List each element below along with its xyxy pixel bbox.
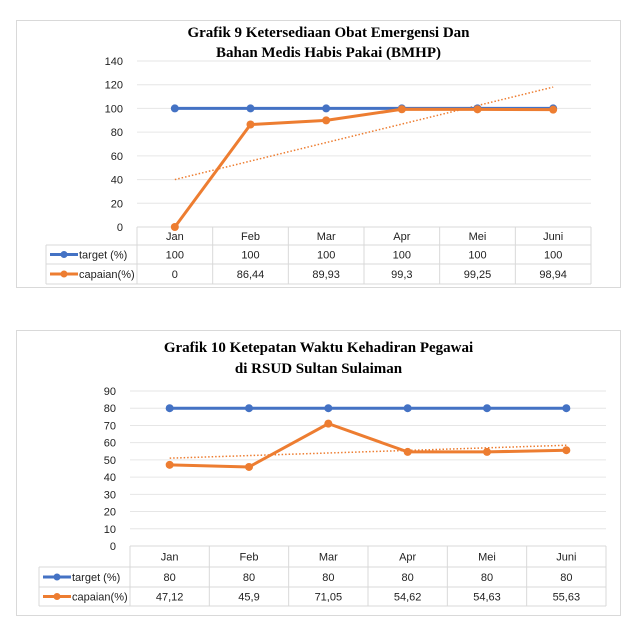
data-cell: 100 xyxy=(393,250,411,262)
y-tick-label: 10 xyxy=(104,524,116,536)
data-cell: 80 xyxy=(164,572,176,584)
y-tick-label: 100 xyxy=(105,103,123,115)
legend-label: target (%) xyxy=(72,572,120,584)
data-point xyxy=(403,447,412,456)
data-point xyxy=(165,404,174,413)
category-label: Jan xyxy=(161,552,179,564)
data-cell: 0 xyxy=(172,269,178,281)
y-tick-label: 80 xyxy=(104,403,116,415)
y-tick-label: 0 xyxy=(110,541,116,553)
trendline xyxy=(174,86,554,181)
chart-title-line: Bahan Medis Habis Pakai (BMHP) xyxy=(216,45,441,61)
legend-marker-1 xyxy=(53,593,61,600)
series-line-1 xyxy=(169,421,567,469)
data-point xyxy=(322,116,331,125)
y-tick-label: 140 xyxy=(105,56,123,68)
chart-grafik-9: Grafik 9 Ketersediaan Obat Emergensi Dan… xyxy=(16,20,621,288)
data-point xyxy=(324,404,333,413)
y-tick-label: 90 xyxy=(104,386,116,398)
category-label: Mar xyxy=(317,231,336,243)
chart-svg: Grafik 9 Ketersediaan Obat Emergensi Dan… xyxy=(45,25,592,285)
data-cell: 98,94 xyxy=(539,269,567,281)
data-cell: 47,12 xyxy=(156,592,184,604)
data-cell: 80 xyxy=(322,572,334,584)
legend-label: capaian(%) xyxy=(72,592,128,604)
data-point xyxy=(165,460,174,469)
data-point xyxy=(322,104,331,113)
data-cell: 55,63 xyxy=(553,592,581,604)
category-label: Feb xyxy=(240,552,259,564)
data-point xyxy=(170,223,179,231)
data-point xyxy=(246,120,255,129)
category-label: Mei xyxy=(478,552,496,564)
y-tick-label: 30 xyxy=(104,489,116,501)
data-cell: 99,3 xyxy=(391,269,412,281)
y-tick-label: 40 xyxy=(104,472,116,484)
data-cell: 99,25 xyxy=(464,269,492,281)
legend-label: target (%) xyxy=(79,250,127,262)
data-point xyxy=(245,404,253,413)
data-cell: 89,93 xyxy=(312,269,340,281)
data-cell: 100 xyxy=(317,250,335,262)
data-cell: 80 xyxy=(560,572,572,584)
category-label: Mei xyxy=(469,231,487,243)
data-cell: 86,44 xyxy=(237,269,265,281)
y-tick-label: 20 xyxy=(104,507,116,519)
data-point xyxy=(324,419,333,428)
category-label: Mar xyxy=(319,552,338,564)
data-cell: 100 xyxy=(166,250,184,262)
data-point xyxy=(549,105,558,114)
data-cell: 71,05 xyxy=(315,592,343,604)
category-label: Juni xyxy=(543,231,563,243)
category-label: Apr xyxy=(393,231,410,243)
chart-title-line: Grafik 10 Ketepatan Waktu Kehadiran Pega… xyxy=(164,340,473,356)
y-tick-label: 70 xyxy=(104,420,116,432)
category-label: Juni xyxy=(556,552,576,564)
y-tick-label: 120 xyxy=(105,80,123,92)
y-tick-label: 20 xyxy=(111,198,123,210)
y-tick-label: 80 xyxy=(111,127,123,139)
data-cell: 80 xyxy=(481,572,493,584)
y-tick-label: 60 xyxy=(104,438,116,450)
data-cell: 54,62 xyxy=(394,592,422,604)
y-tick-label: 60 xyxy=(111,151,123,163)
chart-title-line: di RSUD Sultan Sulaiman xyxy=(235,361,403,377)
data-point xyxy=(245,462,253,471)
category-label: Feb xyxy=(241,231,260,243)
data-cell: 80 xyxy=(243,572,255,584)
y-tick-label: 50 xyxy=(104,455,116,467)
data-cell: 45,9 xyxy=(238,592,259,604)
data-point xyxy=(403,404,412,413)
legend-marker-0 xyxy=(53,573,61,581)
data-cell: 80 xyxy=(402,572,414,584)
chart-svg: Grafik 10 Ketepatan Waktu Kehadiran Pega… xyxy=(38,340,607,607)
legend-label: capaian(%) xyxy=(79,269,135,281)
data-cell: 100 xyxy=(544,250,562,262)
series-line-1 xyxy=(173,107,554,228)
y-tick-label: 0 xyxy=(117,222,123,234)
chart-grafik-10: Grafik 10 Ketepatan Waktu Kehadiran Pega… xyxy=(16,330,621,616)
data-point xyxy=(246,104,255,113)
data-point xyxy=(562,404,571,413)
legend-marker-1 xyxy=(60,270,68,278)
category-label: Jan xyxy=(166,231,184,243)
data-cell: 54,63 xyxy=(473,592,501,604)
y-tick-label: 40 xyxy=(111,175,123,187)
data-point xyxy=(397,105,406,114)
data-point xyxy=(483,404,491,413)
category-label: Apr xyxy=(399,552,416,564)
data-point xyxy=(562,446,571,455)
legend-marker-0 xyxy=(60,251,68,258)
chart-title-line: Grafik 9 Ketersediaan Obat Emergensi Dan xyxy=(187,25,470,41)
data-cell: 100 xyxy=(241,250,259,262)
data-point xyxy=(473,105,482,114)
data-point xyxy=(170,104,179,113)
data-cell: 100 xyxy=(468,250,486,262)
data-point xyxy=(483,447,491,456)
